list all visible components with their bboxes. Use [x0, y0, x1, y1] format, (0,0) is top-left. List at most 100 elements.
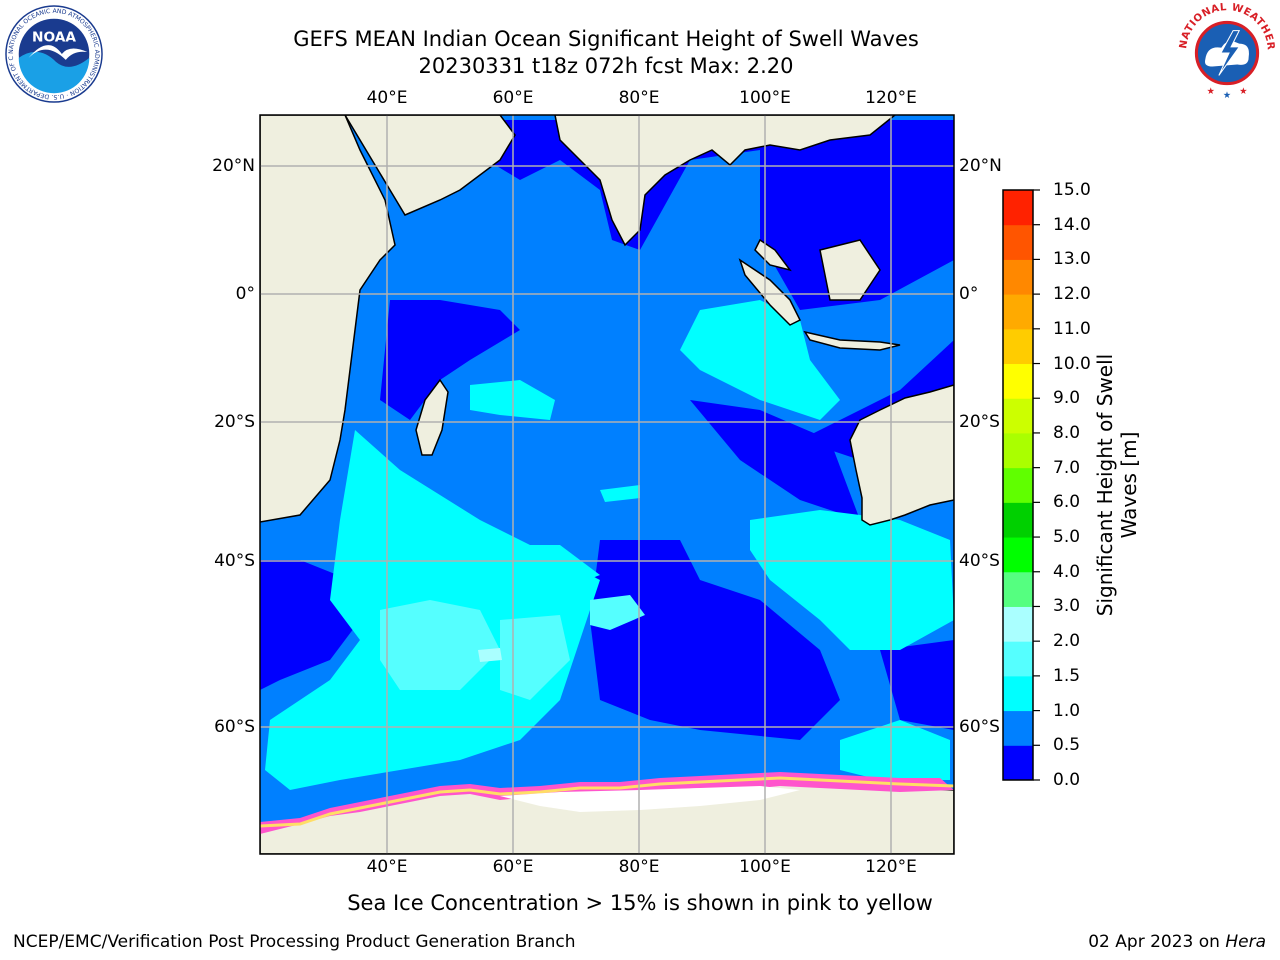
lat-tick-label-left: 20°N — [212, 156, 255, 176]
colorbar-segment — [1003, 432, 1033, 469]
swell-band-cyan — [520, 545, 600, 590]
colorbar-segment — [1003, 363, 1033, 399]
colorbar-tick-label: 11.0 — [1053, 318, 1091, 339]
colorbar-segment — [1003, 606, 1033, 642]
colorbar-segment — [1003, 224, 1033, 260]
host-text: Hera — [1225, 932, 1266, 952]
colorbar-tick-label: 1.0 — [1053, 700, 1081, 721]
colorbar-segment — [1003, 328, 1033, 365]
lon-tick-label-top: 100°E — [739, 88, 791, 108]
colorbar-segment — [1003, 745, 1033, 781]
colorbar-segment — [1003, 571, 1033, 607]
lat-tick-label-left: 60°S — [214, 717, 255, 737]
lon-tick-label-top: 120°E — [865, 88, 917, 108]
lat-tick-label-left: 0° — [235, 284, 255, 304]
colorbar-tick-label: 9.0 — [1053, 388, 1081, 409]
lat-tick-label-right: 60°S — [959, 717, 1000, 737]
colorbar-tick-label: 3.0 — [1053, 596, 1081, 617]
swell-band-cyan — [600, 485, 640, 502]
sea-ice-edge — [260, 772, 954, 834]
colorbar-tick-label: 6.0 — [1053, 492, 1081, 513]
noaa-logo-text: NOAA — [32, 29, 76, 45]
map-frame — [259, 114, 955, 855]
swell-band-light — [590, 595, 645, 630]
lon-tick-label-bottom: 120°E — [865, 857, 917, 877]
plot-title: GEFS MEAN Indian Ocean Significant Heigh… — [293, 27, 919, 51]
colorbar-tick-label: 13.0 — [1053, 249, 1091, 270]
colorbar-frame — [1002, 189, 1034, 781]
colorbar — [1003, 189, 1040, 781]
colorbar-segment — [1003, 537, 1033, 573]
colorbar-segment — [1003, 710, 1033, 746]
credit-text: NCEP/EMC/Verification Post Processing Pr… — [13, 932, 576, 952]
land-india — [554, 115, 897, 247]
colorbar-tick-label: 8.0 — [1053, 422, 1081, 443]
swell-band-low — [380, 300, 520, 420]
swell-band-cyan — [750, 510, 954, 650]
colorbar-segment — [1003, 467, 1033, 503]
lon-tick-label-top: 80°E — [618, 88, 660, 108]
colorbar-tick-label: 0.5 — [1053, 735, 1081, 756]
colorbar-title-line2: Waves [m] — [1117, 431, 1141, 539]
colorbar-tick-label: 15.0 — [1053, 180, 1091, 200]
svg-text:★: ★ — [1207, 86, 1215, 97]
swell-band-low — [690, 400, 860, 520]
land-sumatra — [738, 258, 802, 326]
land-australia — [849, 384, 954, 526]
lat-tick-label-left: 20°S — [214, 412, 255, 432]
lon-tick-label-bottom: 100°E — [739, 857, 791, 877]
nws-logo: NATIONAL WEATHER SERVICE ★ ★ ★ — [1172, 0, 1278, 102]
colorbar-segment — [1003, 675, 1033, 712]
swell-band-low — [880, 640, 954, 730]
swell-band-light — [380, 600, 500, 690]
lon-tick-label-bottom: 60°E — [492, 857, 534, 877]
lat-tick-label-right: 20°S — [959, 412, 1000, 432]
lon-tick-label-top: 60°E — [492, 88, 534, 108]
colorbar-tick-label: 12.0 — [1053, 284, 1091, 305]
colorbar-segment — [1003, 294, 1033, 330]
swell-band-cyan — [840, 720, 950, 780]
lat-tick-label-right: 0° — [959, 284, 979, 304]
lon-tick-label-bottom: 80°E — [618, 857, 660, 877]
land-borneo — [819, 239, 881, 301]
land-malaysia — [754, 238, 792, 272]
swell-band-light — [478, 648, 502, 662]
noaa-logo: NATIONAL OCEANIC AND ATMOSPHERIC ADMINIS… — [2, 0, 103, 103]
svg-text:★: ★ — [1223, 90, 1231, 101]
colorbar-tick-label: 0.0 — [1053, 770, 1081, 790]
lon-tick-label-top: 40°E — [366, 88, 408, 108]
lon-tick-label-bottom: 40°E — [366, 857, 408, 877]
land-madagascar — [415, 378, 449, 456]
colorbar-title-line1: Significant Height of Swell — [1093, 353, 1117, 617]
colorbar-tick-label: 5.0 — [1053, 527, 1081, 548]
colorbar-tick-label: 10.0 — [1053, 353, 1091, 374]
svg-text:★: ★ — [1239, 86, 1247, 97]
sea-ice-fringe — [260, 776, 954, 828]
colorbar-tick-label: 2.0 — [1053, 631, 1081, 652]
sea-ice-note: Sea Ice Concentration > 15% is shown in … — [347, 891, 933, 915]
swell-band-light — [500, 615, 570, 700]
colorbar-segment — [1003, 502, 1033, 538]
colorbar-tick-label: 7.0 — [1053, 457, 1081, 478]
swell-band-cyan — [680, 300, 840, 420]
sea-ice-interior — [500, 786, 800, 812]
land-java — [803, 330, 901, 351]
colorbar-segment — [1003, 398, 1033, 434]
date-text: 02 Apr 2023 on — [1088, 932, 1220, 952]
lat-lon-grid — [260, 115, 954, 854]
colorbar-segment — [1003, 641, 1033, 677]
lat-tick-label-left: 40°S — [214, 551, 255, 571]
colorbar-tick-label: 4.0 — [1053, 561, 1081, 582]
plot-subtitle: 20230331 t18z 072h fcst Max: 2.20 — [418, 54, 794, 78]
colorbar-tick-label: 1.5 — [1053, 665, 1081, 686]
lat-tick-label-right: 20°N — [959, 156, 1002, 176]
map-field — [260, 115, 954, 854]
colorbar-title: Significant Height of Swell Waves [m] — [1093, 325, 1141, 645]
swell-band-low — [590, 540, 840, 740]
date-stamp: 02 Apr 2023 on Hera — [1088, 932, 1266, 952]
colorbar-segment — [1003, 259, 1033, 295]
colorbar-segment — [1003, 190, 1033, 226]
colorbar-tick-label: 14.0 — [1053, 214, 1091, 235]
lat-tick-label-right: 40°S — [959, 551, 1000, 571]
